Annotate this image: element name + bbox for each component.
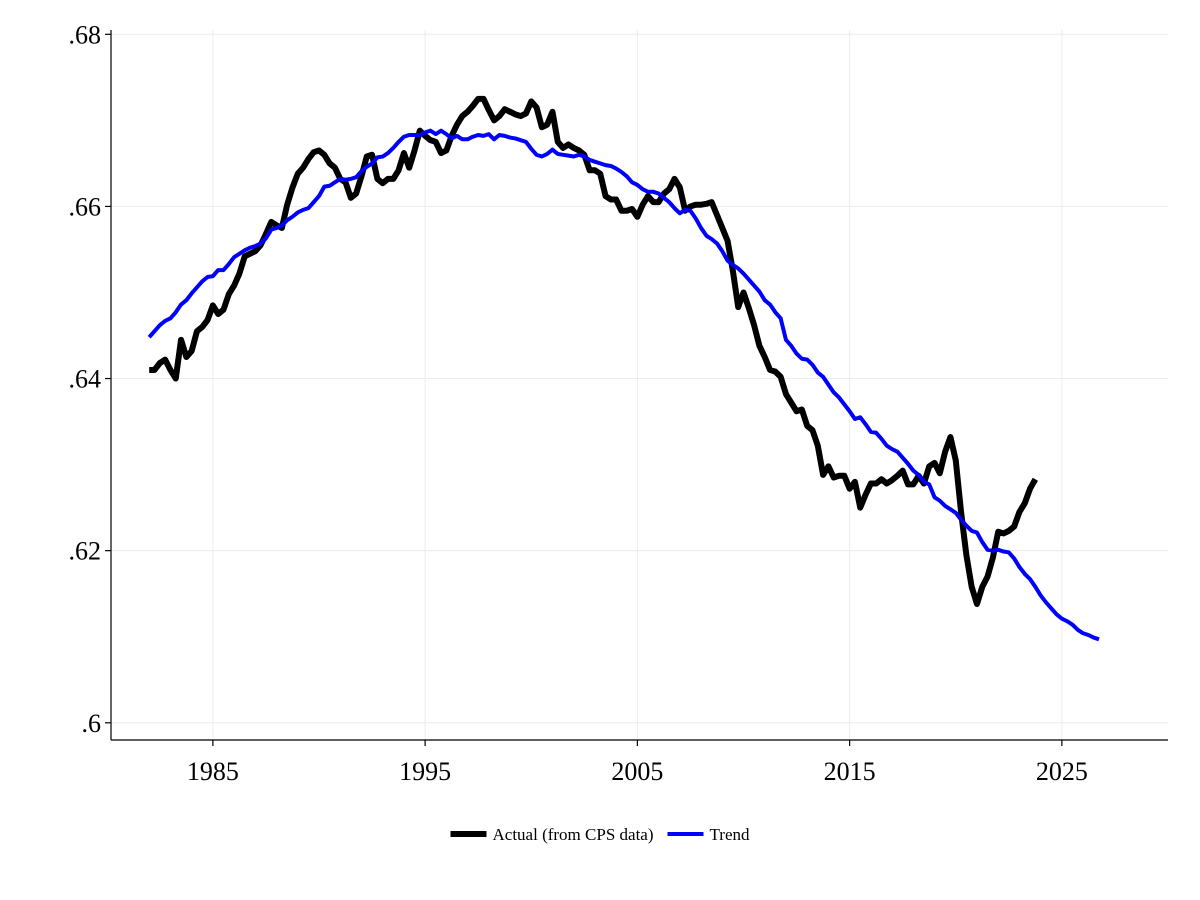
y-tick-label: .64 (69, 365, 102, 394)
x-tick-label: 2025 (1036, 757, 1088, 786)
legend: Actual (from CPS data) Trend (450, 825, 750, 844)
axes (110, 30, 1168, 741)
legend-label: Actual (from CPS data) (493, 825, 654, 844)
y-tick-label: .6 (82, 709, 102, 738)
y-tick-label: .62 (69, 537, 102, 566)
y-tick-label: .68 (69, 20, 102, 49)
data-series (147, 95, 1100, 642)
series-line-trend (147, 128, 1100, 642)
x-tick-label: 2015 (824, 757, 876, 786)
legend-label: Trend (710, 825, 750, 844)
y-tick-label: .66 (69, 192, 102, 221)
series-line-actual-from-cps-data (149, 95, 1038, 608)
x-tick-label: 2005 (611, 757, 663, 786)
x-tick-label: 1985 (187, 757, 239, 786)
tick-labels: 1985 1995 2005 2015 2025 .6 .62 .64 .66 .68 (69, 20, 1088, 786)
x-tick-label: 1995 (399, 757, 451, 786)
